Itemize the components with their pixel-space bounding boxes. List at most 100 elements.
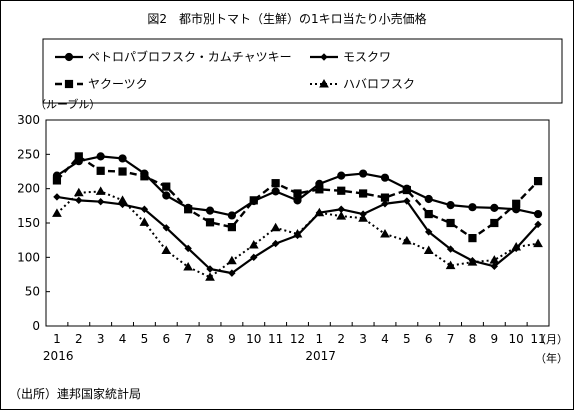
data-point [380, 193, 390, 202]
data-point [75, 196, 83, 205]
x-tick-label: 4 [381, 332, 389, 346]
data-point [490, 218, 499, 228]
data-point [446, 201, 455, 210]
x-tick-label: 4 [119, 332, 127, 346]
legend-label: ハバロフスク [343, 77, 415, 91]
legend-label: モスクワ [343, 50, 391, 64]
y-tick-label: 200 [17, 182, 40, 196]
data-point [401, 235, 412, 245]
year-label: 2016 [43, 349, 74, 363]
data-point [140, 172, 149, 181]
year-label: 2017 [305, 349, 336, 363]
data-point [337, 186, 346, 195]
source-note: （出所）連邦国家統計局 [9, 386, 141, 401]
data-point [162, 191, 171, 200]
data-point [337, 171, 346, 180]
data-point [381, 200, 389, 208]
data-point [271, 239, 280, 248]
x-tick-label: 10 [509, 332, 524, 346]
data-point [423, 245, 434, 254]
data-point [489, 255, 500, 264]
x-tick-label: 10 [246, 332, 261, 346]
data-point [292, 228, 303, 238]
data-point [53, 193, 61, 201]
x-tick-label: 6 [425, 332, 433, 346]
x-tick-label: 11 [530, 332, 545, 346]
legend-marker [319, 78, 329, 88]
data-point [468, 234, 477, 243]
y-tick-label: 250 [17, 147, 40, 161]
data-point [293, 189, 302, 198]
data-point [314, 207, 325, 217]
y-tick-label: 150 [17, 216, 40, 230]
legend-item: ペトロパブロフスク・カムチャツキー [55, 49, 292, 64]
legend-item: ヤクーツク [55, 77, 148, 91]
data-point [139, 217, 150, 226]
legend-item: ハバロフスク [310, 77, 415, 91]
y-tick-label: 300 [17, 113, 40, 127]
data-point [162, 182, 171, 191]
data-point [206, 265, 214, 273]
data-point [424, 194, 433, 204]
data-point [425, 228, 433, 236]
data-point [96, 166, 105, 175]
x-tick-label: 6 [162, 332, 170, 346]
x-tick-label: 1 [53, 332, 61, 346]
y-axis-label: （ルーブル） [35, 97, 100, 111]
x-tick-label: 8 [206, 332, 214, 346]
x-tick-label: 2 [75, 332, 83, 346]
data-point [315, 185, 324, 194]
data-point [118, 167, 127, 176]
x-tick-label: 11 [268, 332, 283, 346]
data-point [74, 152, 83, 161]
data-point [293, 196, 302, 205]
data-point [73, 187, 84, 197]
x-tick-label: 5 [403, 332, 411, 346]
data-point [358, 213, 368, 222]
legend-label: ペトロパブロフスク・カムチャツキー [88, 49, 292, 64]
data-point [402, 185, 411, 195]
data-point [96, 198, 105, 206]
data-point [205, 218, 215, 227]
data-point [359, 169, 368, 178]
series-line [56, 190, 539, 279]
series-4 [52, 186, 543, 281]
data-point [512, 199, 521, 208]
data-point [227, 223, 236, 232]
data-point [511, 242, 522, 251]
data-point [227, 255, 237, 265]
data-point [468, 203, 477, 212]
data-point [445, 260, 456, 270]
x-tick-label: 7 [447, 332, 455, 346]
data-point [162, 224, 170, 232]
series-3 [52, 152, 543, 243]
x-tick-label: 3 [97, 332, 105, 346]
x-tick-label: 7 [184, 332, 192, 346]
data-point [490, 203, 499, 212]
data-point [228, 269, 236, 277]
legend-box [42, 38, 563, 104]
data-point [161, 245, 172, 254]
data-point [52, 176, 62, 185]
data-point [446, 245, 455, 253]
data-point [380, 173, 390, 182]
data-point [184, 244, 192, 253]
x-tick-label: 9 [491, 332, 499, 346]
y-tick-label: 0 [32, 319, 40, 333]
data-point [118, 154, 127, 163]
data-point [140, 205, 149, 213]
data-point [184, 205, 193, 214]
data-point [467, 257, 478, 266]
data-point [249, 196, 258, 205]
data-point [533, 209, 543, 219]
data-point [271, 187, 280, 196]
x-tick-label: 9 [228, 332, 236, 346]
data-point [205, 206, 215, 215]
data-point [533, 177, 543, 186]
legend-label: ヤクーツク [88, 77, 148, 91]
data-point [250, 253, 258, 262]
y-tick-label: 50 [25, 285, 40, 299]
data-point [271, 179, 280, 188]
